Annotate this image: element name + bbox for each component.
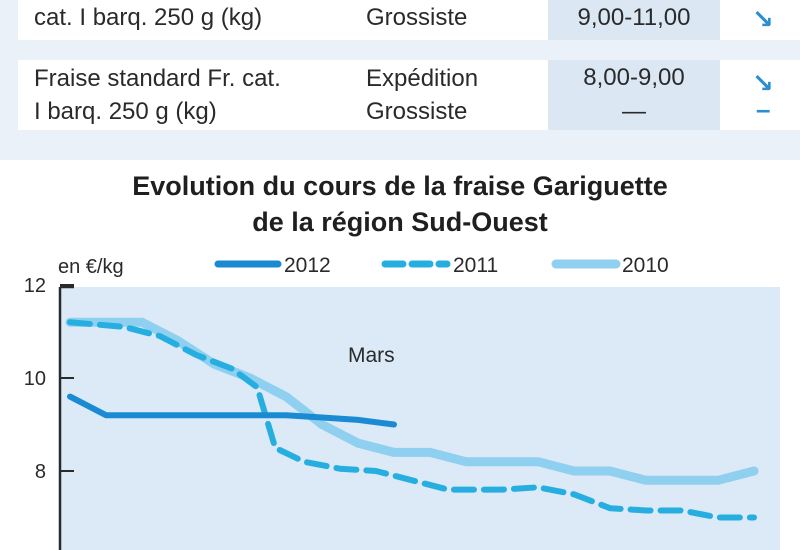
- price-cell-line-2: —: [622, 98, 646, 125]
- y-tick-label-12: 12: [24, 275, 46, 297]
- annotation-mars: Mars: [348, 344, 395, 367]
- trend-down-icon: ↘: [752, 68, 774, 98]
- legend-label-2010: 2010: [622, 254, 669, 277]
- series-line-2012: [67, 393, 397, 428]
- product-cell-line-2: I barq. 250 g (kg): [34, 98, 217, 125]
- product-cell: cat. I barq. 250 g (kg): [34, 4, 263, 31]
- trend-flat-icon: –: [756, 94, 771, 124]
- plot-area: [60, 287, 780, 550]
- price-cell-bg: [548, 0, 720, 40]
- price-cell: 9,00-11,00: [577, 4, 691, 31]
- legend-label-2011: 2011: [453, 254, 498, 277]
- price-cell-bg: [548, 60, 720, 130]
- stage-cell-line-2: Grossiste: [366, 98, 468, 125]
- chart-title-line-1: Evolution du cours de la fraise Gariguet…: [132, 171, 668, 201]
- series-line-2011: [67, 319, 757, 521]
- price-table: cat. I barq. 250 g (kg) Grossiste 9,00-1…: [0, 0, 800, 160]
- price-cell-line-1: 8,00-9,00: [583, 64, 685, 91]
- y-tick-label-8: 8: [35, 461, 46, 483]
- y-tick-label-10: 10: [24, 368, 46, 390]
- chart-title: Evolution du cours de la fraise Gariguet…: [0, 168, 800, 240]
- stage-cell-line-1: Expédition: [366, 65, 479, 92]
- y-axis-label: en €/kg: [58, 256, 124, 278]
- legend-label-2012: 2012: [284, 254, 331, 277]
- product-cell-line-1: Fraise standard Fr. cat.: [34, 65, 281, 92]
- stage-cell: Grossiste: [366, 4, 468, 31]
- chart-title-line-2: de la région Sud-Ouest: [252, 207, 548, 237]
- trend-down-icon: ↘: [752, 4, 774, 34]
